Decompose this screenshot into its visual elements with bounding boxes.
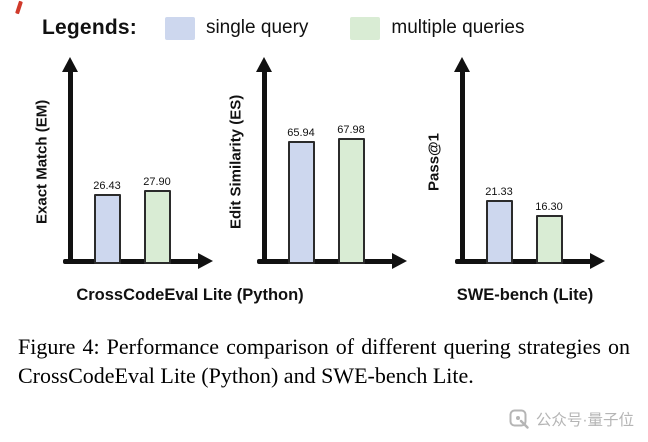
bar-single-query: [93, 194, 121, 264]
plot-area: 21.33 16.30: [450, 57, 620, 284]
y-axis-label: Edit Similarity (ES): [227, 94, 245, 230]
legend-title: Legends:: [42, 16, 137, 39]
figure-caption-text: Performance comparison of different quer…: [18, 334, 630, 388]
y-axis-line: [460, 70, 465, 261]
x-axis-line: [257, 259, 395, 264]
x-axis-line: [455, 259, 593, 264]
plot-area: 26.43 27.90: [58, 57, 220, 284]
legend-label-multiple-queries: multiple queries: [391, 17, 525, 38]
y-axis-label: Exact Match (EM): [33, 99, 51, 225]
y-axis-line: [68, 70, 73, 261]
bar-value-label: 27.90: [143, 176, 171, 188]
figure-caption: Figure 4: Performance comparison of diff…: [18, 333, 630, 390]
bar-group-multiple-queries: 27.90: [140, 176, 174, 264]
x-axis-line: [63, 259, 201, 264]
bar-value-label: 65.94: [287, 127, 315, 139]
bar-chart-edit-similarity: Edit Similarity (ES) 65.94 67.98: [222, 57, 414, 284]
x-axis-arrowhead-icon: [198, 253, 213, 269]
x-axis-group-label-swebench: SWE-bench (Lite): [456, 286, 594, 304]
x-axis-arrowhead-icon: [392, 253, 407, 269]
legend-swatch-single-query: [164, 16, 195, 40]
red-mark-decoration: [15, 0, 23, 15]
bar-group-single-query: 65.94: [284, 127, 318, 264]
qbitai-logo-icon: [509, 409, 529, 429]
bar-group-single-query: 26.43: [90, 180, 124, 264]
bar-chart-pass-at-1: Pass@1 21.33 16.30: [420, 57, 620, 284]
x-axis-arrowhead-icon: [590, 253, 605, 269]
watermark-text: 公众号·量子位: [535, 412, 634, 429]
bar-value-label: 21.33: [485, 186, 513, 198]
y-axis-line: [262, 70, 267, 261]
figure-caption-label: Figure 4:: [18, 334, 100, 359]
bar-single-query: [485, 200, 513, 264]
bar-chart-exact-match: Exact Match (EM) 26.43 27.90: [28, 57, 220, 284]
bar-single-query: [287, 141, 315, 264]
legend-swatch-multiple-queries: [350, 16, 381, 40]
bar-value-label: 26.43: [93, 180, 121, 192]
bar-value-label: 67.98: [337, 124, 365, 136]
y-axis-arrowhead-icon: [256, 57, 272, 72]
bar-value-label: 16.30: [535, 201, 563, 213]
legend-label-single-query: single query: [205, 17, 309, 38]
y-axis-label: Pass@1: [425, 133, 443, 192]
watermark: 公众号·量子位: [509, 408, 634, 430]
bar-multiple-queries: [337, 138, 365, 264]
y-axis-arrowhead-icon: [454, 57, 470, 72]
x-axis-group-label-crosscodeeval: CrossCodeEval Lite (Python): [76, 286, 304, 304]
bar-group-multiple-queries: 16.30: [532, 201, 566, 264]
legend: Legends: single query multiple queries: [42, 16, 524, 40]
bar-group-single-query: 21.33: [482, 186, 516, 264]
plot-area: 65.94 67.98: [252, 57, 414, 284]
bar-multiple-queries: [535, 215, 563, 264]
bar-multiple-queries: [143, 190, 171, 264]
y-axis-arrowhead-icon: [62, 57, 78, 72]
bar-group-multiple-queries: 67.98: [334, 124, 368, 264]
